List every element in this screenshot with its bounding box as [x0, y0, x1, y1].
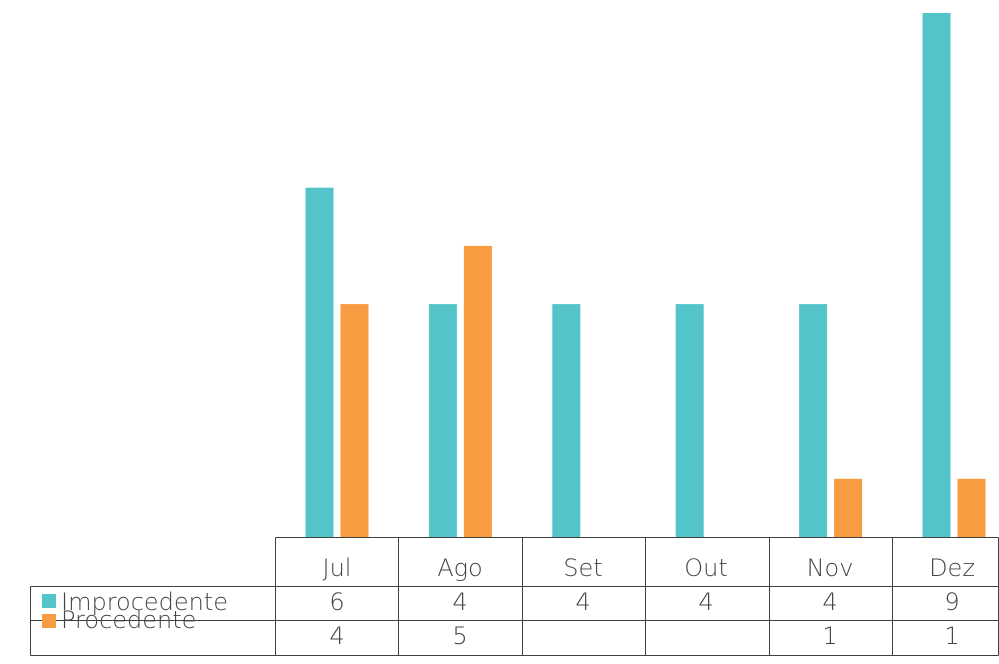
bar-procedente-nov: [834, 478, 863, 537]
category-label-out: Out: [684, 554, 728, 582]
legend-label-improcedente: Improcedente: [61, 588, 228, 616]
legend-label-procedente: Procedente: [61, 606, 196, 634]
table-cell-procedente-ago: 5: [452, 622, 467, 650]
table-cell-improcedente-jul: 6: [329, 588, 344, 616]
bars-group: [305, 13, 986, 537]
table-cell-procedente-dez: 1: [944, 622, 959, 650]
table-cell-improcedente-set: 4: [575, 588, 590, 616]
bar-improcedente-jul: [305, 187, 334, 537]
category-label-dez: Dez: [929, 554, 975, 582]
table-cell-improcedente-ago: 4: [452, 588, 467, 616]
category-label-set: Set: [563, 554, 602, 582]
table-cell-improcedente-out: 4: [698, 588, 713, 616]
bar-procedente-jul: [340, 304, 369, 537]
bar-improcedente-ago: [428, 304, 457, 537]
bar-improcedente-nov: [799, 304, 828, 537]
category-label-nov: Nov: [807, 554, 854, 582]
bar-procedente-dez: [957, 478, 986, 537]
table-cell-improcedente-dez: 9: [944, 588, 959, 616]
data-table: Jul Ago Set Out Nov Dez Improcedente Pro…: [30, 537, 999, 656]
table-cell-improcedente-nov: 4: [822, 588, 837, 616]
legend-key-improcedente: [42, 594, 56, 608]
category-label-ago: Ago: [437, 554, 483, 582]
legend-key-procedente: [42, 614, 56, 628]
bar-improcedente-dez: [922, 13, 951, 537]
table-cell-procedente-jul: 4: [329, 622, 344, 650]
table-cell-procedente-nov: 1: [822, 622, 837, 650]
bar-improcedente-set: [552, 304, 581, 537]
bar-improcedente-out: [675, 304, 704, 537]
category-label-jul: Jul: [323, 554, 352, 582]
bar-procedente-ago: [463, 245, 492, 537]
